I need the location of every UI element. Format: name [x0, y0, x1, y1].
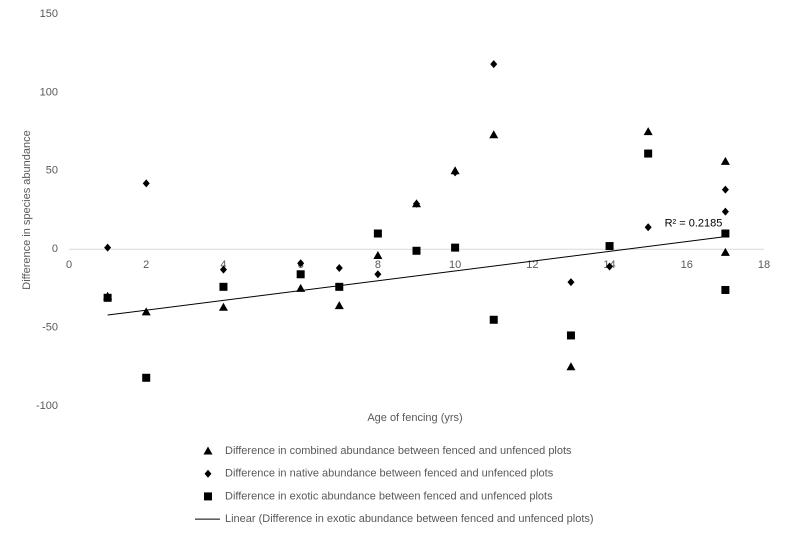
diamond-marker: [335, 264, 343, 273]
legend-label: Difference in exotic abundance between f…: [225, 490, 553, 502]
x-tick-label: 8: [375, 259, 381, 271]
square-marker: [296, 270, 305, 279]
square-marker: [103, 293, 112, 302]
y-tick-label: 100: [40, 86, 58, 98]
square-marker: [605, 242, 614, 251]
diamond-marker: [374, 270, 382, 279]
triangle-marker: [203, 446, 213, 455]
x-tick-label: 0: [66, 259, 72, 271]
square-marker: [412, 246, 421, 255]
square-marker: [721, 229, 730, 238]
diamond-marker: [721, 207, 729, 216]
triangle-marker: [720, 247, 730, 256]
triangle-marker: [334, 301, 344, 310]
diamond-marker: [567, 278, 575, 287]
square-marker: [204, 492, 212, 501]
x-tick-label: 4: [220, 259, 226, 271]
x-tick-label: 10: [449, 259, 461, 271]
square-marker: [721, 285, 730, 294]
diamond-marker: [644, 223, 652, 232]
x-tick-label: 12: [526, 259, 538, 271]
diamond-marker: [297, 259, 305, 268]
square-marker: [644, 149, 653, 158]
y-tick-label: 0: [52, 243, 58, 255]
triangle-marker: [218, 302, 228, 311]
triangle-marker: [566, 362, 576, 371]
x-tick-label: 16: [681, 259, 693, 271]
triangle-marker: [373, 250, 383, 259]
diamond-marker: [413, 199, 420, 208]
legend-label: Linear (Difference in exotic abundance b…: [225, 513, 594, 525]
square-marker: [335, 282, 344, 291]
diamond-marker: [142, 179, 150, 188]
legend-label: Difference in combined abundance between…: [225, 445, 572, 457]
square-marker: [489, 315, 498, 324]
x-tick-label: 2: [143, 259, 149, 271]
diamond-marker: [606, 262, 614, 271]
square-marker: [142, 373, 151, 382]
x-tick-label: 18: [758, 259, 770, 271]
triangle-marker: [643, 127, 653, 136]
square-marker: [373, 229, 382, 238]
diamond-marker: [451, 168, 459, 177]
square-marker: [451, 243, 460, 252]
trendline: [107, 236, 726, 316]
r-squared-label: R² = 0.2185: [665, 218, 723, 230]
triangle-marker: [720, 156, 730, 165]
y-axis-title: Difference in species abundance: [21, 130, 33, 289]
y-tick-label: -50: [42, 322, 58, 334]
diamond-marker: [104, 243, 112, 252]
diamond-marker: [490, 60, 498, 69]
legend-label: Difference in native abundance between f…: [225, 468, 554, 480]
triangle-marker: [489, 130, 499, 139]
y-tick-label: -100: [36, 400, 58, 412]
y-tick-label: 150: [40, 8, 58, 20]
triangle-marker: [141, 307, 151, 316]
diamond-marker: [219, 265, 227, 274]
x-axis-title: Age of fencing (yrs): [367, 412, 462, 424]
square-marker: [566, 331, 575, 340]
diamond-marker: [721, 185, 729, 194]
square-marker: [219, 282, 228, 291]
diamond-marker: [204, 469, 212, 478]
y-tick-label: 50: [46, 165, 58, 177]
